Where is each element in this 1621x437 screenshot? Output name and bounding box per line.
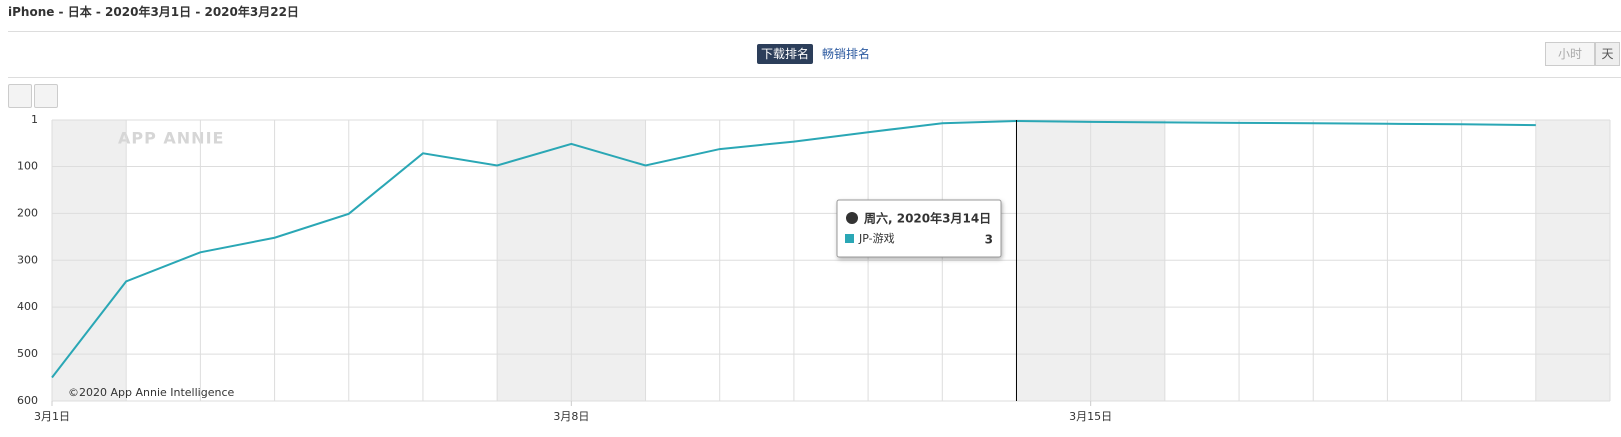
watermark: APP ANNIE: [118, 129, 224, 148]
zoom-button[interactable]: [34, 84, 58, 108]
legend-swatch: [845, 234, 854, 243]
tooltip-value: 3: [985, 233, 993, 247]
tooltip-box: [836, 199, 1002, 258]
y-tick-label: 1: [31, 113, 38, 126]
reset-button[interactable]: [8, 84, 32, 108]
legend-label: JP-游戏: [858, 232, 895, 245]
y-tick-label: 500: [17, 347, 38, 360]
tooltip: 周六, 2020年3月14日 JP-游戏 3: [836, 199, 1002, 258]
y-tick-label: 100: [17, 159, 38, 172]
copyright: ©2020 App Annie Intelligence: [68, 386, 235, 399]
tab[interactable]: 畅销排名: [822, 47, 871, 61]
globe-icon: [846, 212, 858, 224]
divider: [8, 31, 1621, 32]
tab[interactable]: 下载排名: [757, 44, 814, 64]
page-title: iPhone - 日本 - 2020年3月1日 - 2020年3月22日: [8, 5, 299, 19]
y-tick-label: 200: [17, 206, 38, 219]
x-tick-label: 3月8日: [553, 410, 589, 423]
toggle[interactable]: 天: [1595, 42, 1620, 66]
divider: [8, 77, 1621, 78]
x-tick-label: 3月15日: [1069, 410, 1112, 423]
y-tick-label: 600: [17, 394, 38, 407]
series-line: [51, 119, 1536, 379]
y-tick-label: 300: [17, 253, 38, 266]
tooltip-title: 周六, 2020年3月14日: [864, 211, 991, 226]
toggle[interactable]: 小时: [1545, 42, 1595, 66]
y-tick-label: 400: [17, 300, 38, 313]
x-tick-label: 3月1日: [34, 410, 70, 423]
